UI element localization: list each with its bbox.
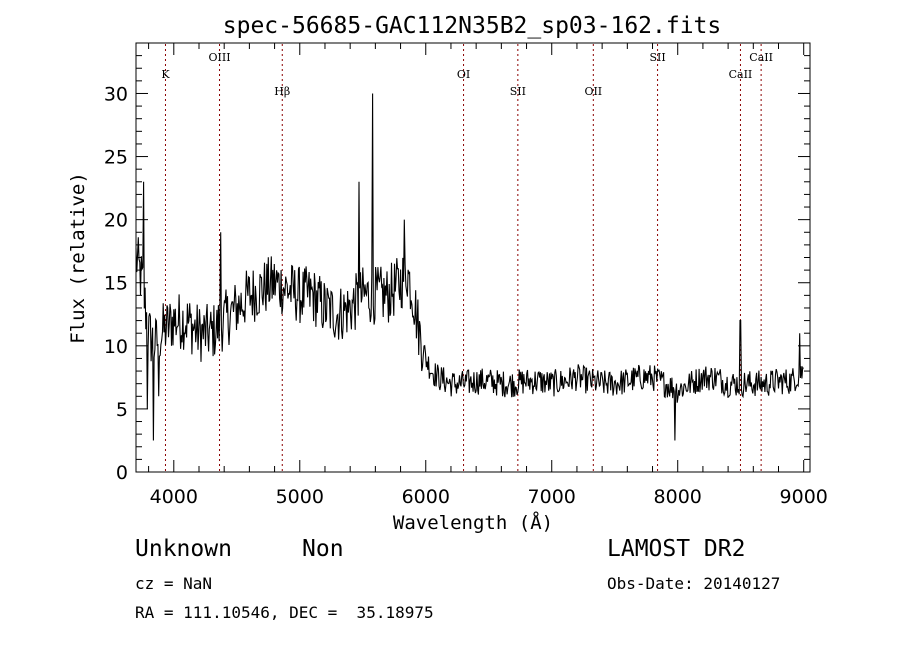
x-tick-label: 5000: [276, 486, 324, 508]
coordinates: RA = 111.10546, DEC = 35.18975: [135, 603, 434, 622]
axes: 4000 5000 6000 7000 8000 9000 0 5 10 15 20 25 30: [104, 43, 828, 508]
chart-title: spec-56685-GAC112N35B2_sp03-162.fits: [223, 13, 722, 39]
x-tick-label: 7000: [528, 486, 576, 508]
y-tick-label: 15: [104, 273, 128, 295]
spectral-line-label: SII: [510, 85, 526, 98]
y-tick-label: 0: [116, 462, 128, 484]
spectrum-line: [135, 93, 804, 441]
x-tick-label: 8000: [654, 486, 702, 508]
spectrum-series: [135, 93, 804, 441]
spectral-line-label: SII: [649, 51, 665, 64]
redshift-value: cz = NaN: [135, 574, 213, 593]
spectral-line-label: Hβ: [274, 85, 290, 98]
y-tick-label: 10: [104, 336, 128, 358]
spectral-line-label: CaII: [749, 51, 773, 64]
y-axis-label: Flux (relative): [67, 172, 89, 344]
spectral-line-label: OIII: [208, 51, 230, 64]
spectral-line-label: CaII: [729, 68, 753, 81]
spectral-line-label: OII: [584, 85, 602, 98]
x-tick-label: 9000: [780, 486, 828, 508]
y-tick-label: 30: [104, 83, 128, 105]
survey-name: LAMOST DR2: [607, 536, 746, 562]
spectral-line-markers: K OIII Hβ OI SII OII SII CaII CaII: [161, 44, 773, 471]
x-tick-label: 6000: [402, 486, 450, 508]
observation-date: Obs-Date: 20140127: [607, 574, 781, 593]
spectral-line-label: OI: [457, 68, 470, 81]
y-tick-label: 5: [116, 399, 128, 421]
object-subclass: Non: [302, 536, 344, 562]
x-tick-label: 4000: [150, 486, 198, 508]
y-tick-label: 20: [104, 210, 128, 232]
x-axis-label: Wavelength (Å): [393, 511, 553, 534]
plot-frame: [135, 42, 811, 473]
object-class: Unknown: [135, 536, 232, 562]
y-tick-label: 25: [104, 147, 128, 169]
spectral-line-label: K: [161, 68, 170, 81]
